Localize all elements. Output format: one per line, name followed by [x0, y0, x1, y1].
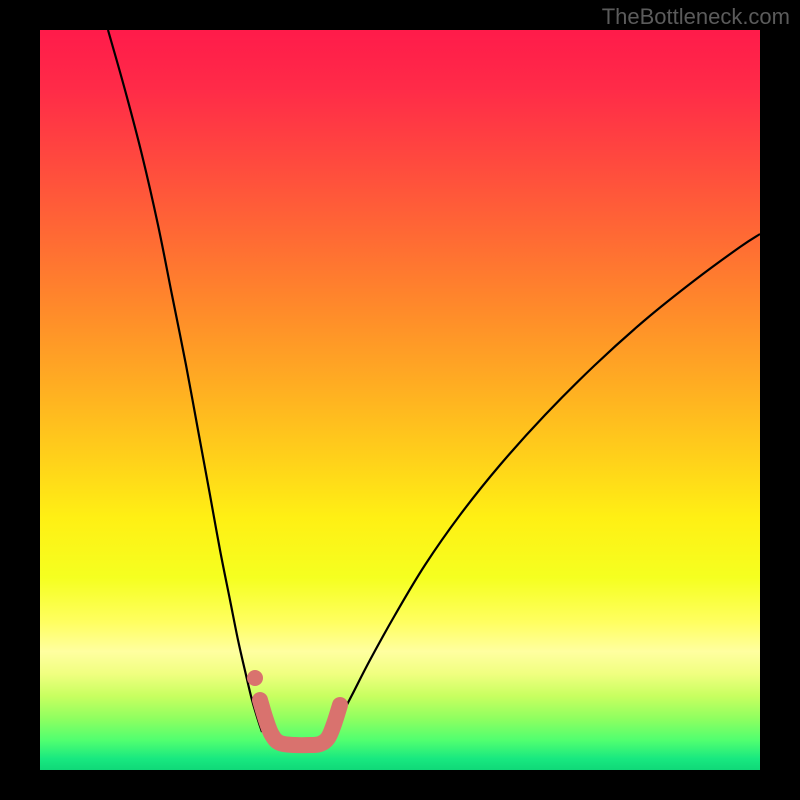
plot-gradient-background	[40, 30, 760, 770]
bottleneck-marker-dot	[247, 670, 263, 686]
watermark-text: TheBottleneck.com	[602, 4, 790, 30]
chart-stage: TheBottleneck.com	[0, 0, 800, 800]
bottleneck-chart	[0, 0, 800, 800]
